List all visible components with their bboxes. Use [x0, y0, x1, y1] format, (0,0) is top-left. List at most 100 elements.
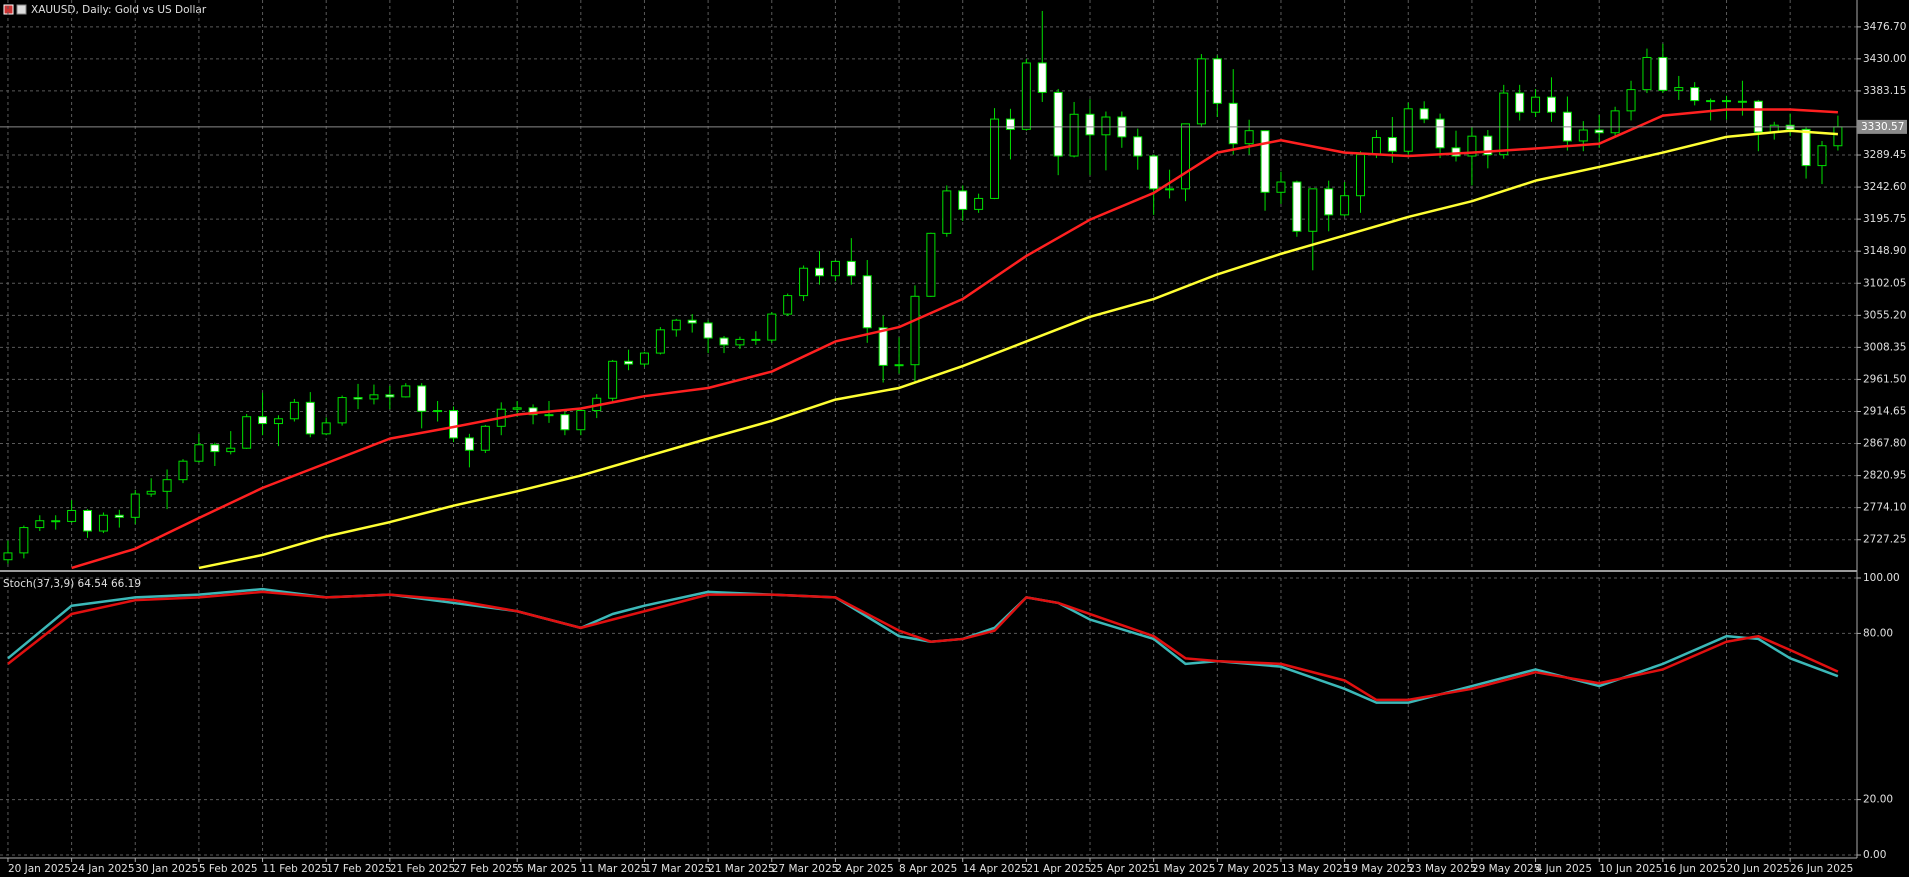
- y-tick-label: 3055.20: [1863, 309, 1906, 321]
- candle-body: [830, 260, 840, 277]
- y-tick-label: 3289.45: [1863, 149, 1906, 161]
- candle-body: [1658, 56, 1668, 91]
- candle-body: [1133, 136, 1143, 157]
- candle-body: [878, 327, 888, 366]
- candle-body: [1610, 110, 1620, 134]
- candle-body: [1149, 155, 1159, 190]
- candle-body: [671, 319, 681, 331]
- symbol-title: XAUUSD, Daily: Gold vs US Dollar: [31, 4, 207, 16]
- x-tick-label: 5 Mar 2025: [517, 863, 577, 875]
- x-tick-label: 11 Mar 2025: [581, 863, 648, 875]
- candle-body: [767, 313, 777, 341]
- candle-body: [687, 319, 697, 324]
- candle-body: [1005, 118, 1015, 130]
- candle-body: [608, 360, 618, 399]
- candle-body: [1531, 96, 1541, 113]
- candle-body: [576, 410, 586, 431]
- x-tick-label: 10 Jun 2025: [1599, 863, 1662, 875]
- candle-body: [1053, 91, 1063, 157]
- candle-body: [146, 490, 156, 495]
- candle-body: [1642, 56, 1652, 91]
- symbol-icons: [3, 4, 27, 15]
- candle-body: [464, 437, 474, 451]
- y-tick-label: 3008.35: [1863, 341, 1906, 353]
- candle-body: [35, 520, 45, 529]
- indicator-line: [7, 590, 1839, 702]
- candle-body: [1260, 130, 1270, 193]
- x-tick-label: 11 Feb 2025: [263, 863, 328, 875]
- candle-body: [655, 329, 665, 354]
- candle-body: [958, 190, 968, 210]
- candle-body: [1292, 181, 1302, 232]
- x-tick-label: 24 Jan 2025: [72, 863, 135, 875]
- candle-body: [751, 338, 761, 341]
- price-label: 3330.57: [1861, 121, 1904, 133]
- candle-body: [67, 509, 77, 522]
- chart-icon: [16, 4, 27, 15]
- y-tick-label: 3383.15: [1863, 85, 1906, 97]
- candle-body: [1483, 135, 1493, 156]
- candle-body: [1308, 188, 1318, 232]
- candle-body: [894, 364, 904, 367]
- candle-body: [19, 527, 29, 554]
- candle-body: [926, 232, 936, 297]
- candle-body: [910, 295, 920, 366]
- candle-body: [719, 337, 729, 346]
- flag-icon: [3, 4, 14, 15]
- candle-body: [1499, 92, 1509, 156]
- y-tick-label: 2914.65: [1863, 405, 1906, 417]
- candle-body: [1451, 147, 1461, 157]
- candle-body: [1467, 135, 1477, 157]
- indicator-line: [198, 129, 1838, 570]
- x-tick-label: 17 Mar 2025: [644, 863, 711, 875]
- candle-body: [1626, 89, 1636, 112]
- candle-body: [1244, 130, 1254, 145]
- x-tick-label: 19 May 2025: [1345, 863, 1413, 875]
- candle-body: [480, 425, 490, 451]
- x-tick-label: 5 Feb 2025: [199, 863, 258, 875]
- candle-body: [544, 414, 554, 417]
- x-tick-label: 27 Feb 2025: [454, 863, 519, 875]
- candle-body: [1356, 154, 1366, 197]
- candle-body: [735, 338, 745, 346]
- candle-body: [560, 414, 570, 431]
- candle-body: [1069, 113, 1079, 157]
- candle-body: [1037, 62, 1047, 93]
- y-tick-label: 3242.60: [1863, 181, 1906, 193]
- candle-body: [210, 444, 220, 453]
- candle-body: [783, 295, 793, 315]
- candle-body: [289, 401, 299, 420]
- y-tick-label: 3148.90: [1863, 245, 1906, 257]
- candle-body: [528, 407, 538, 416]
- candle-body: [799, 267, 809, 297]
- candle-body: [1340, 195, 1350, 216]
- candle-body: [401, 385, 411, 398]
- candle-body: [1387, 137, 1397, 152]
- y-tick-label: 3195.75: [1863, 213, 1906, 225]
- y-tick-label: 2961.50: [1863, 373, 1906, 385]
- y-tick-label: 2727.25: [1863, 534, 1906, 546]
- indicator-line: [71, 108, 1838, 570]
- candle-body: [1578, 129, 1588, 142]
- x-tick-label: 7 May 2025: [1217, 863, 1279, 875]
- candle-body: [1021, 62, 1031, 130]
- x-tick-label: 21 Mar 2025: [708, 863, 775, 875]
- candle-body: [353, 397, 363, 400]
- candle-body: [305, 401, 315, 435]
- y-tick-label: 100.00: [1863, 572, 1900, 584]
- x-tick-label: 30 Jan 2025: [135, 863, 198, 875]
- candle-body: [1276, 181, 1286, 193]
- y-tick-label: 3102.05: [1863, 277, 1906, 289]
- candle-body: [1212, 58, 1222, 104]
- indicator-title: Stoch(37,3,9) 64.54 66.19: [3, 578, 141, 590]
- x-tick-label: 26 Jun 2025: [1790, 863, 1853, 875]
- candle-body: [433, 410, 443, 413]
- x-tick-label: 13 May 2025: [1281, 863, 1349, 875]
- candle-body: [337, 397, 347, 424]
- x-tick-label: 29 May 2025: [1472, 863, 1540, 875]
- candle-body: [974, 197, 984, 210]
- x-tick-label: 25 Apr 2025: [1090, 863, 1155, 875]
- candle-body: [1753, 100, 1763, 133]
- candle-body: [1546, 96, 1556, 113]
